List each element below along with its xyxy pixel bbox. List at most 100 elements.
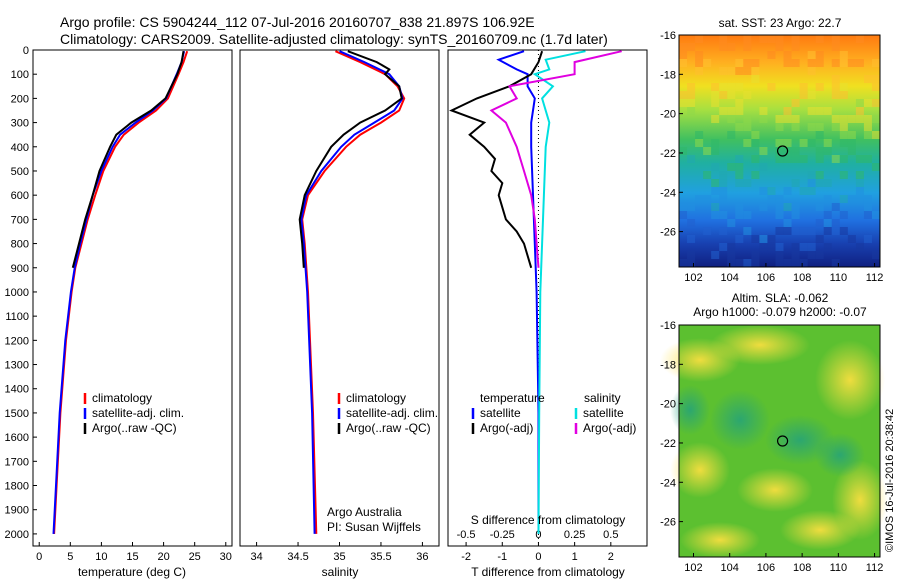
legend-label: Argo(..raw -QC)	[346, 421, 431, 435]
s-diff-tick-label: 0.25	[564, 529, 585, 541]
depth-tick-label: 900	[11, 263, 29, 275]
x-tick-label: 0	[535, 551, 541, 563]
depth-tick-label: 1200	[5, 335, 29, 347]
depth-axis: 0 100 200 300 400 500 600 700 800 900 1000 1100 1200…	[5, 45, 37, 541]
sla-map: Altim. SLA: -0.062 Argo h1000: -0.079 h2…	[660, 291, 888, 574]
credit-stamp: ©IMOS 16-Jul-2016 20:38:42	[884, 409, 896, 552]
legend-label: satellite-adj. clim.	[92, 406, 184, 420]
figure-title-line1: Argo profile: CS 5904244_112 07-Jul-2016…	[60, 14, 535, 30]
legend-title-temperature: temperature	[480, 391, 545, 405]
legend-label: satellite	[480, 406, 521, 420]
lon-tick-label: 112	[866, 562, 884, 574]
x-tick-label: 0	[36, 551, 42, 563]
x-tick-label: 20	[157, 551, 169, 563]
lon-tick-label: 108	[793, 272, 811, 284]
depth-tick-label: 700	[11, 214, 29, 226]
lat-tick-label: -16	[660, 320, 676, 332]
difference-profile-chart: -2 -1 0 1 2 -0.5 -0.25 0 0.25 0.5 temperature sal…	[447, 49, 648, 579]
salinity-axis-label: salinity	[322, 565, 359, 579]
legend-label: Argo(..raw -QC)	[92, 421, 177, 435]
depth-tick-label: 600	[11, 190, 29, 202]
depth-tick-label: 1800	[5, 481, 29, 493]
lat-tick-label: -16	[660, 30, 676, 42]
salinity-series-2	[298, 50, 403, 268]
legend-label: Argo(-adj)	[583, 421, 636, 435]
figure-title-line2: Climatology: CARS2009. Satellite-adjuste…	[60, 31, 608, 47]
temperature-x-axis: 0 5 10 15 20 25 30	[36, 542, 232, 563]
lat-tick-label: -18	[660, 359, 676, 371]
depth-tick-label: 1700	[5, 456, 29, 468]
legend-label: satellite-adj. clim.	[346, 406, 438, 420]
legend-label: climatology	[346, 391, 406, 405]
sst-latitude-axis: -16 -18 -20 -22 -24 -26	[660, 30, 683, 239]
argo-location-marker	[776, 435, 789, 447]
s-diff-tick-label: -0.25	[490, 529, 515, 541]
lon-tick-label: 110	[830, 272, 848, 284]
x-tick-label: 1	[572, 551, 578, 563]
s-diff-tick-label: 0	[535, 529, 541, 541]
depth-tick-label: 1600	[5, 432, 29, 444]
lon-tick-label: 108	[793, 562, 811, 574]
lon-tick-label: 102	[684, 562, 702, 574]
x-tick-label: 30	[220, 551, 232, 563]
x-tick-label: 10	[95, 551, 107, 563]
x-tick-label: 2	[608, 551, 614, 563]
x-tick-label: 15	[126, 551, 138, 563]
x-tick-label: 35.5	[370, 551, 391, 563]
x-tick-label: 36	[416, 551, 428, 563]
lon-tick-label: 112	[866, 272, 884, 284]
lat-tick-label: -26	[660, 517, 676, 529]
lat-tick-label: -20	[660, 399, 676, 411]
depth-tick-label: 1400	[5, 384, 29, 396]
legend-label: climatology	[92, 391, 152, 405]
salinity-series-1	[300, 50, 404, 534]
difference-series-2	[532, 50, 586, 534]
x-tick-label: 25	[189, 551, 201, 563]
sla-map-subtitle: Argo h1000: -0.079 h2000: -0.07	[693, 305, 867, 319]
legend-label: Argo(-adj)	[480, 421, 533, 435]
x-tick-label: 35	[333, 551, 345, 563]
depth-tick-label: 2000	[5, 529, 29, 541]
x-tick-label: 34.5	[287, 551, 308, 563]
sla-map-title: Altim. SLA: -0.062	[732, 291, 829, 305]
sst-map-title: sat. SST: 23 Argo: 22.7	[719, 16, 842, 30]
temperature-series-2	[71, 51, 185, 269]
lat-tick-label: -20	[660, 109, 676, 121]
salinity-profile-chart: 34 34.5 35 35.5 36 climatologysatellite-adj.…	[239, 49, 440, 579]
x-tick-label: -1	[497, 551, 507, 563]
sst-longitude-axis: 102 104 106 108 110 112	[684, 263, 883, 284]
argo-annotation-line2: PI: Susan Wijffels	[327, 520, 421, 534]
depth-tick-label: 400	[11, 142, 29, 154]
s-diff-tick-label: -0.5	[457, 529, 476, 541]
salinity-x-axis: 34 34.5 35 35.5 36	[250, 542, 429, 563]
depth-tick-label: 0	[23, 45, 29, 57]
lat-tick-label: -22	[660, 438, 676, 450]
depth-tick-label: 1100	[5, 311, 29, 323]
legend-title-salinity: salinity	[584, 391, 621, 405]
lon-tick-label: 106	[757, 562, 775, 574]
lat-tick-label: -24	[660, 477, 676, 489]
t-difference-axis-label: T difference from climatology	[471, 565, 625, 579]
lon-tick-label: 104	[721, 562, 739, 574]
depth-tick-label: 500	[11, 166, 29, 178]
sla-longitude-axis: 102 104 106 108 110 112	[684, 553, 883, 574]
t-difference-x-axis: -2 -1 0 1 2	[461, 542, 614, 563]
depth-tick-label: 300	[11, 118, 29, 130]
argo-location-marker	[776, 145, 789, 157]
temperature-axis-label: temperature (deg C)	[78, 565, 186, 579]
depth-tick-label: 1000	[5, 287, 29, 299]
x-tick-label: -2	[461, 551, 471, 563]
difference-series-0	[496, 50, 540, 534]
salinity-axes-frame	[239, 49, 440, 547]
s-difference-axis-label: S difference from climatology	[471, 513, 626, 527]
x-tick-label: 34	[250, 551, 262, 563]
lon-tick-label: 102	[684, 272, 702, 284]
sst-map: sat. SST: 23 Argo: 22.7 102 104 106 108 110 1…	[660, 16, 883, 284]
depth-tick-label: 200	[11, 93, 29, 105]
sla-latitude-axis: -16 -18 -20 -22 -24 -26	[660, 320, 683, 529]
lat-tick-label: -26	[660, 227, 676, 239]
depth-tick-label: 1900	[5, 505, 29, 517]
temperature-axes-frame	[32, 49, 233, 547]
